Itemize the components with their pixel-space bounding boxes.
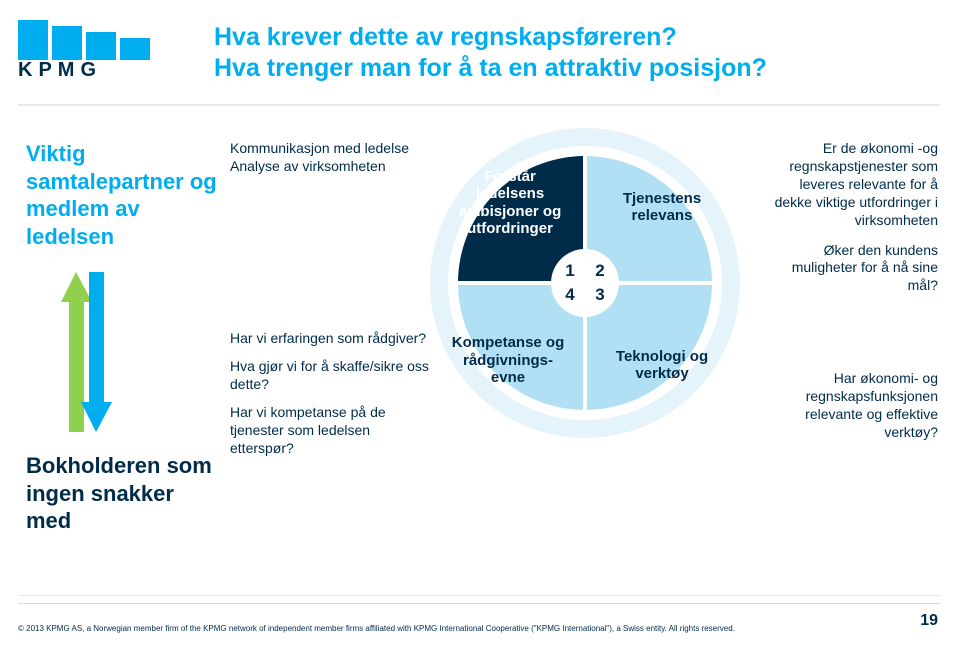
note-ll-p1: Har vi erfaringen som rådgiver? xyxy=(230,330,430,348)
left-top-text: Viktig samtalepartner og medlem av ledel… xyxy=(26,140,222,250)
title-line-1: Hva krever dette av regnskapsføreren? xyxy=(214,22,767,53)
copyright-text: © 2013 KPMG AS, a Norwegian member firm … xyxy=(18,624,880,634)
quadrant-1-label: Forstår ledelsens ambisjoner og utfordri… xyxy=(450,168,570,237)
note-upper-left: Kommunikasjon med ledelse Analyse av vir… xyxy=(230,140,420,176)
quadrant-3-label: Teknologi og verktøy xyxy=(602,348,722,383)
left-column: Viktig samtalepartner og medlem av ledel… xyxy=(26,140,222,535)
page-number: 19 xyxy=(920,612,938,630)
left-bot-line3: med xyxy=(26,508,71,533)
header-rule xyxy=(18,104,940,106)
left-top-line3: medlem av xyxy=(26,196,140,221)
left-top-line4: ledelsen xyxy=(26,224,114,249)
vertical-arrows xyxy=(56,272,116,432)
left-bottom-text: Bokholderen som ingen snakker med xyxy=(26,452,222,535)
note-upper-right: Er de økonomi -og regnskapstjenester som… xyxy=(760,140,938,295)
left-top-line2: samtalepartner og xyxy=(26,169,217,194)
title-line-2: Hva trenger man for å ta en attraktiv po… xyxy=(214,53,767,84)
header: KPMG Hva krever dette av regnskapsførere… xyxy=(18,20,940,92)
hub-num-4: 4 xyxy=(558,284,582,306)
hub-num-2: 2 xyxy=(588,260,612,282)
note-ur-p1: Er de økonomi -og regnskapstjenester som… xyxy=(760,140,938,230)
quadrant-2-label: Tjenestens relevans xyxy=(602,190,722,225)
note-lower-right: Har økonomi- og regnskapsfunksjonen rele… xyxy=(760,370,938,442)
left-bot-line2: ingen snakker xyxy=(26,481,174,506)
quadrant-4-label: Kompetanse og rådgivnings- evne xyxy=(448,334,568,386)
note-lower-left: Har vi erfaringen som rådgiver? Hva gjør… xyxy=(230,330,430,457)
footer-rule-top xyxy=(18,595,940,596)
hub-numbers: 1 2 4 3 xyxy=(558,260,612,306)
page-title: Hva krever dette av regnskapsføreren? Hv… xyxy=(214,22,767,85)
kpmg-logo: KPMG xyxy=(18,20,158,80)
hub-num-1: 1 xyxy=(558,260,582,282)
note-ll-p3: Har vi kompetanse på de tjenester som le… xyxy=(230,404,430,458)
note-ur-p2: Øker den kundens muligheter for å nå sin… xyxy=(760,242,938,296)
footer-rule xyxy=(18,603,940,604)
left-bot-line1: Bokholderen som xyxy=(26,453,212,478)
quadrant-diagram: 1 2 4 3 Forstår ledelsens ambisjoner og … xyxy=(430,128,740,438)
left-top-line1: Viktig xyxy=(26,141,86,166)
svg-text:KPMG: KPMG xyxy=(18,59,102,80)
slide: KPMG Hva krever dette av regnskapsførere… xyxy=(0,0,960,648)
hub-num-3: 3 xyxy=(588,284,612,306)
note-ll-p2: Hva gjør vi for å skaffe/sikre oss dette… xyxy=(230,358,430,394)
